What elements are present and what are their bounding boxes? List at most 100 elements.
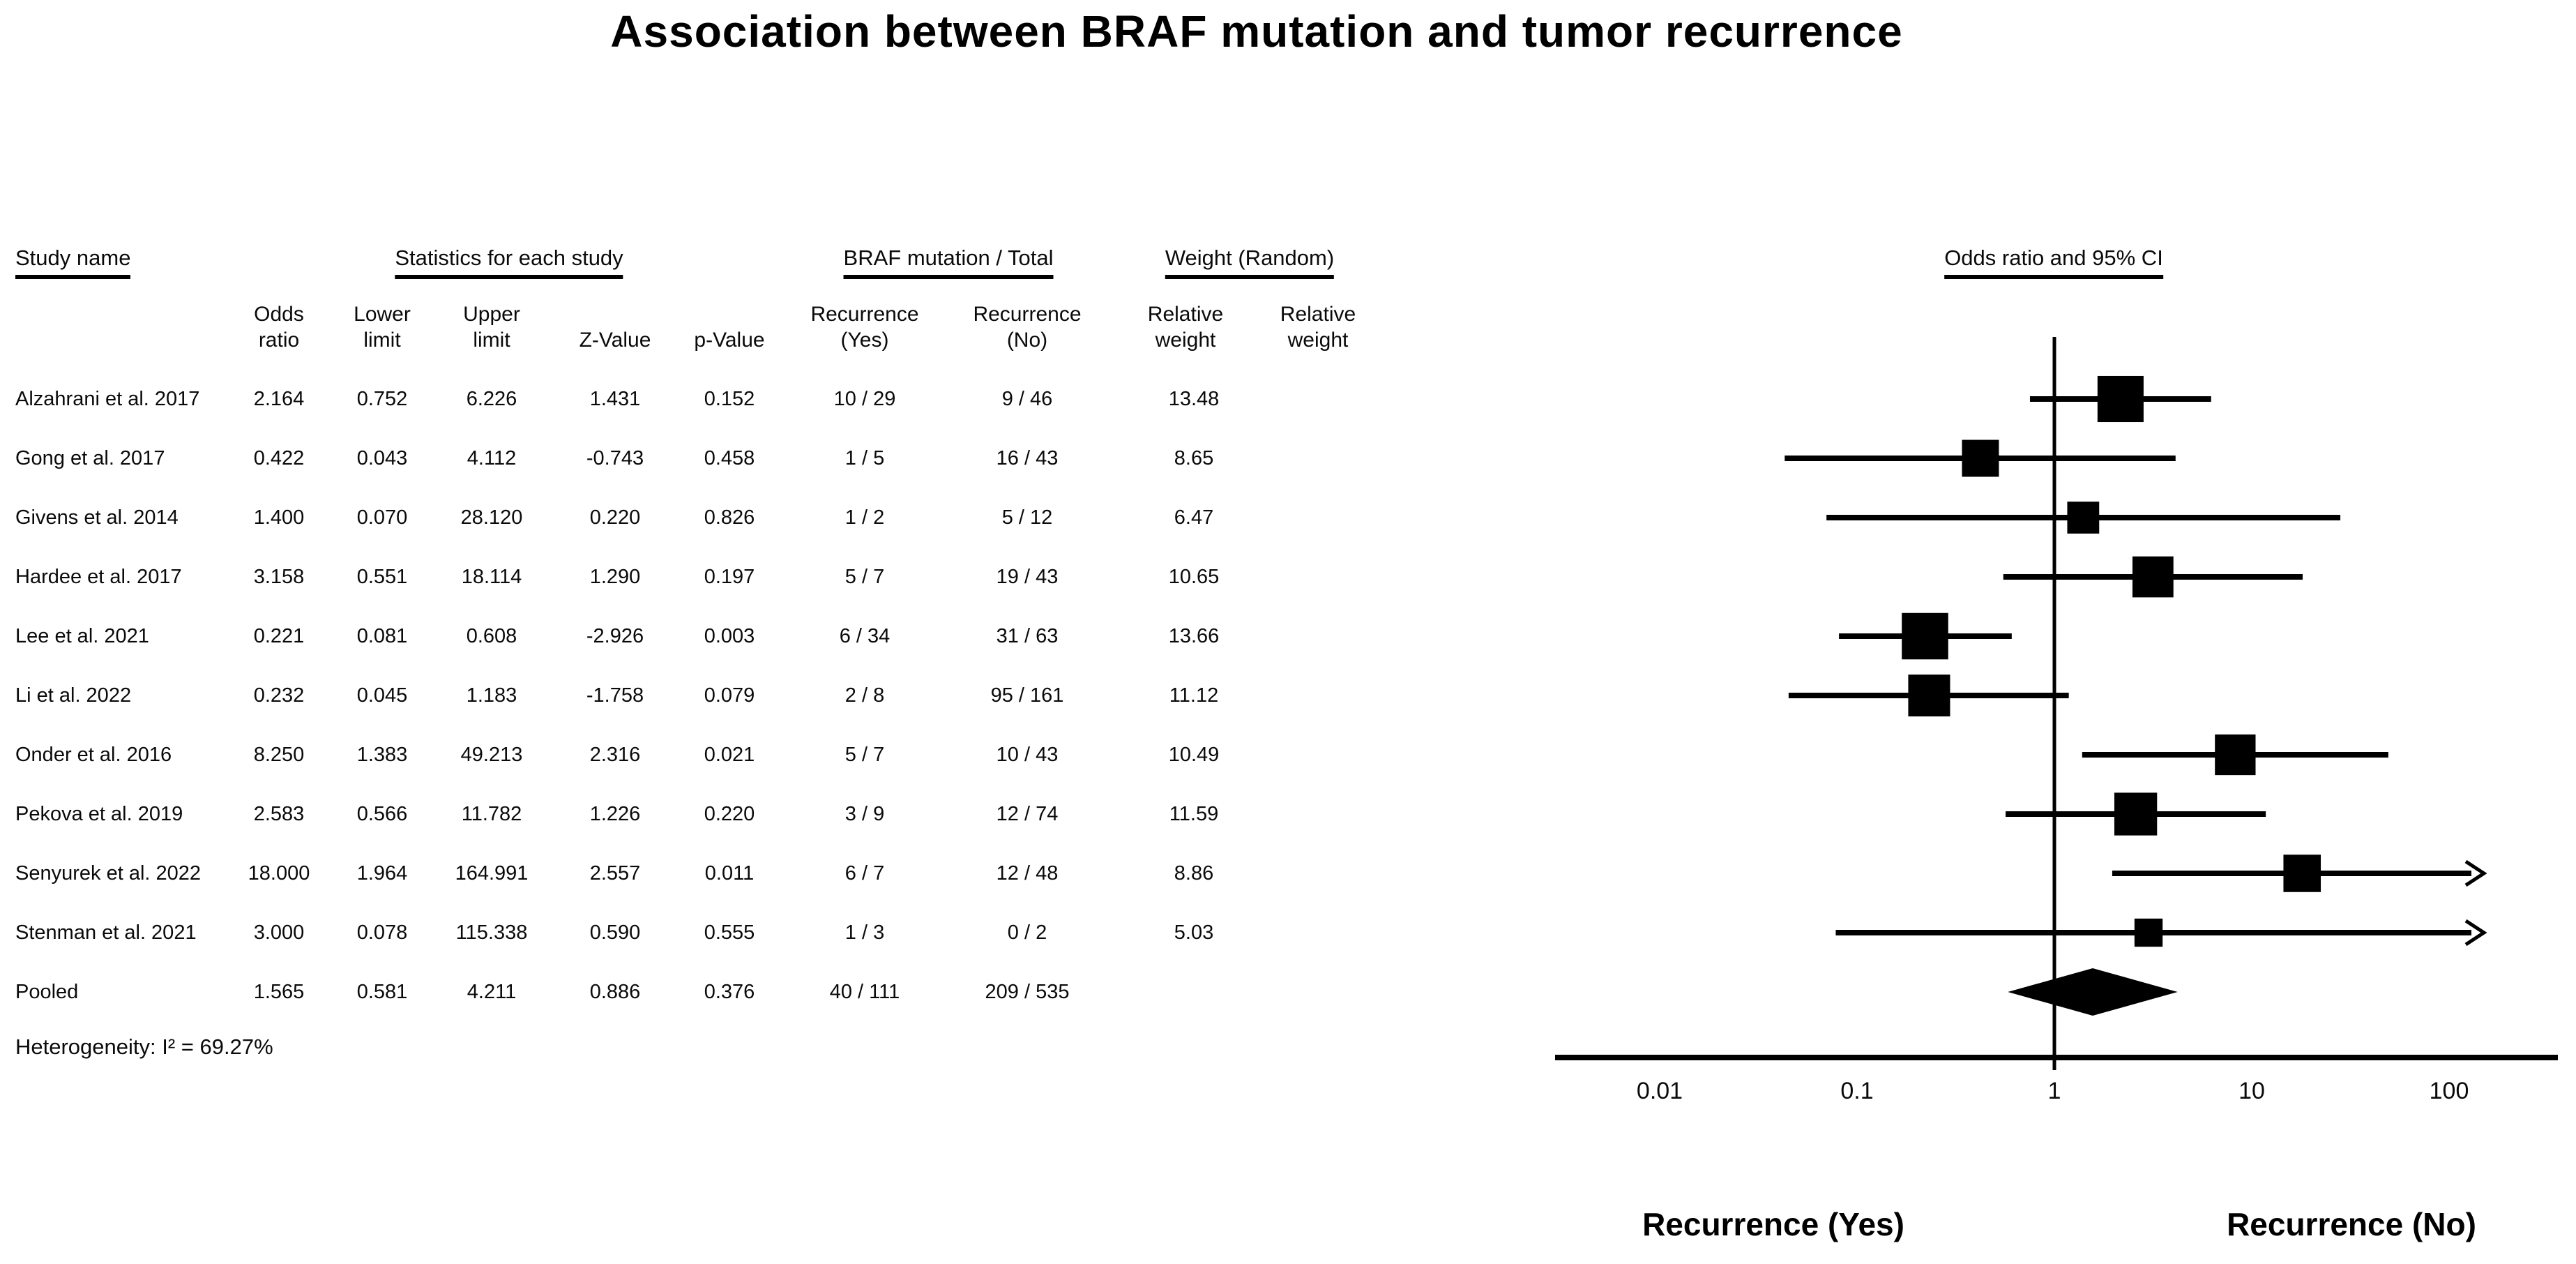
cell-p: 0.003	[704, 625, 755, 647]
or-square	[2132, 556, 2174, 598]
cell-z: 2.316	[589, 744, 641, 766]
cell-rec_no: 0 / 2	[1007, 921, 1047, 944]
cell-rec_yes: 6 / 7	[844, 862, 885, 885]
cell-z: -2.926	[586, 625, 644, 647]
cell-or: 1.565	[253, 981, 305, 1003]
cell-lower: 0.070	[356, 506, 408, 529]
cell-or: 18.000	[248, 862, 310, 885]
cell-rec_yes: 6 / 34	[839, 625, 891, 647]
cell-rec_yes: 1 / 2	[844, 506, 885, 529]
heterogeneity-note: Heterogeneity: I² = 69.27%	[15, 1034, 273, 1059]
cell-rec_no: 12 / 74	[996, 803, 1059, 825]
cell-z: -1.758	[586, 684, 644, 707]
cell-name: Alzahrani et al. 2017	[15, 388, 200, 410]
column-header-recurrence-no: Recurrence (No)	[973, 303, 1082, 352]
cell-upper: 6.226	[466, 388, 517, 410]
x-axis-line	[1555, 1055, 2558, 1060]
cell-rec_no: 9 / 46	[1001, 388, 1053, 410]
ci-arrow-right	[2464, 859, 2487, 887]
x-axis-tick-label: 0.01	[1636, 1078, 1683, 1104]
cell-lower: 0.581	[356, 981, 408, 1003]
cell-lower: 1.964	[356, 862, 408, 885]
pooled-diamond	[2008, 968, 2178, 1016]
cell-lower: 0.551	[356, 566, 408, 588]
cell-name: Li et al. 2022	[15, 684, 132, 707]
cell-rec_yes: 1 / 3	[844, 921, 885, 944]
cell-z: 1.226	[589, 803, 641, 825]
column-group-study-name: Study name	[15, 246, 131, 279]
column-header-upper-limit: Upper limit	[463, 303, 520, 352]
cell-p: 0.197	[704, 566, 755, 588]
cell-rec_no: 16 / 43	[996, 447, 1059, 469]
cell-upper: 164.991	[455, 862, 529, 885]
cell-rec_no: 5 / 12	[1001, 506, 1053, 529]
direction-label-recurrence-yes: Recurrence (Yes)	[1642, 1206, 1904, 1242]
cell-p: 0.021	[704, 744, 755, 766]
cell-p: 0.011	[704, 862, 755, 885]
cell-z: 0.886	[589, 981, 641, 1003]
column-header-lower-limit: Lower limit	[354, 303, 411, 352]
reference-line-or-1	[2052, 337, 2056, 1070]
cell-weight: 6.47	[1174, 506, 1214, 529]
or-square	[1962, 439, 1999, 477]
cell-upper: 28.120	[460, 506, 523, 529]
cell-lower: 0.078	[356, 921, 408, 944]
cell-z: 1.290	[589, 566, 641, 588]
cell-upper: 49.213	[460, 744, 523, 766]
cell-rec_yes: 2 / 8	[844, 684, 885, 707]
direction-label-recurrence-no: Recurrence (No)	[2227, 1206, 2476, 1242]
column-header-recurrence-yes: Recurrence (Yes)	[810, 303, 919, 352]
cell-weight: 5.03	[1174, 921, 1214, 944]
cell-z: 1.431	[589, 388, 641, 410]
x-axis-tick-label: 100	[2429, 1078, 2469, 1104]
cell-weight: 10.49	[1168, 744, 1220, 766]
cell-lower: 0.045	[356, 684, 408, 707]
cell-p: 0.079	[704, 684, 755, 707]
or-square	[2114, 792, 2158, 836]
column-group-statistics: Statistics for each study	[395, 246, 623, 279]
cell-rec_no: 19 / 43	[996, 566, 1059, 588]
cell-name: Givens et al. 2014	[15, 506, 179, 529]
cell-or: 3.158	[253, 566, 305, 588]
column-header-p-value: p-Value	[694, 329, 765, 352]
cell-lower: 1.383	[356, 744, 408, 766]
column-header-odds-ratio: Odds ratio	[254, 303, 304, 352]
column-header-relative-weight-1: Relative weight	[1147, 303, 1224, 352]
cell-p: 0.220	[704, 803, 755, 825]
cell-name: Pekova et al. 2019	[15, 803, 183, 825]
cell-or: 2.164	[253, 388, 305, 410]
cell-or: 8.250	[253, 744, 305, 766]
x-axis-tick-label: 0.1	[1840, 1078, 1874, 1104]
cell-name: Senyurek et al. 2022	[15, 862, 202, 885]
cell-upper: 4.112	[467, 447, 517, 469]
or-square	[2067, 502, 2100, 534]
cell-upper: 4.211	[467, 981, 517, 1003]
ci-arrow-right	[2464, 919, 2487, 947]
cell-or: 2.583	[253, 803, 305, 825]
cell-lower: 0.081	[356, 625, 408, 647]
cell-rec_no: 10 / 43	[996, 744, 1059, 766]
column-header-z-value: Z-Value	[579, 329, 651, 352]
cell-weight: 10.65	[1168, 566, 1220, 588]
cell-weight: 13.48	[1168, 388, 1220, 410]
or-square	[2215, 734, 2256, 776]
cell-weight: 8.86	[1174, 862, 1214, 885]
cell-upper: 1.183	[466, 684, 517, 707]
x-axis-tick-label: 10	[2238, 1078, 2265, 1104]
column-group-braf-total: BRAF mutation / Total	[843, 246, 1054, 279]
cell-p: 0.152	[704, 388, 755, 410]
cell-p: 0.458	[704, 447, 755, 469]
cell-lower: 0.752	[356, 388, 408, 410]
cell-or: 0.221	[253, 625, 305, 647]
cell-or: 0.422	[253, 447, 305, 469]
cell-rec_no: 209 / 535	[985, 981, 1070, 1003]
cell-lower: 0.043	[356, 447, 408, 469]
cell-or: 0.232	[253, 684, 305, 707]
cell-p: 0.376	[704, 981, 755, 1003]
or-square	[1902, 612, 1948, 660]
cell-p: 0.555	[704, 921, 755, 944]
cell-rec_yes: 10 / 29	[833, 388, 896, 410]
column-group-odds-ratio-ci: Odds ratio and 95% CI	[1944, 246, 2163, 279]
